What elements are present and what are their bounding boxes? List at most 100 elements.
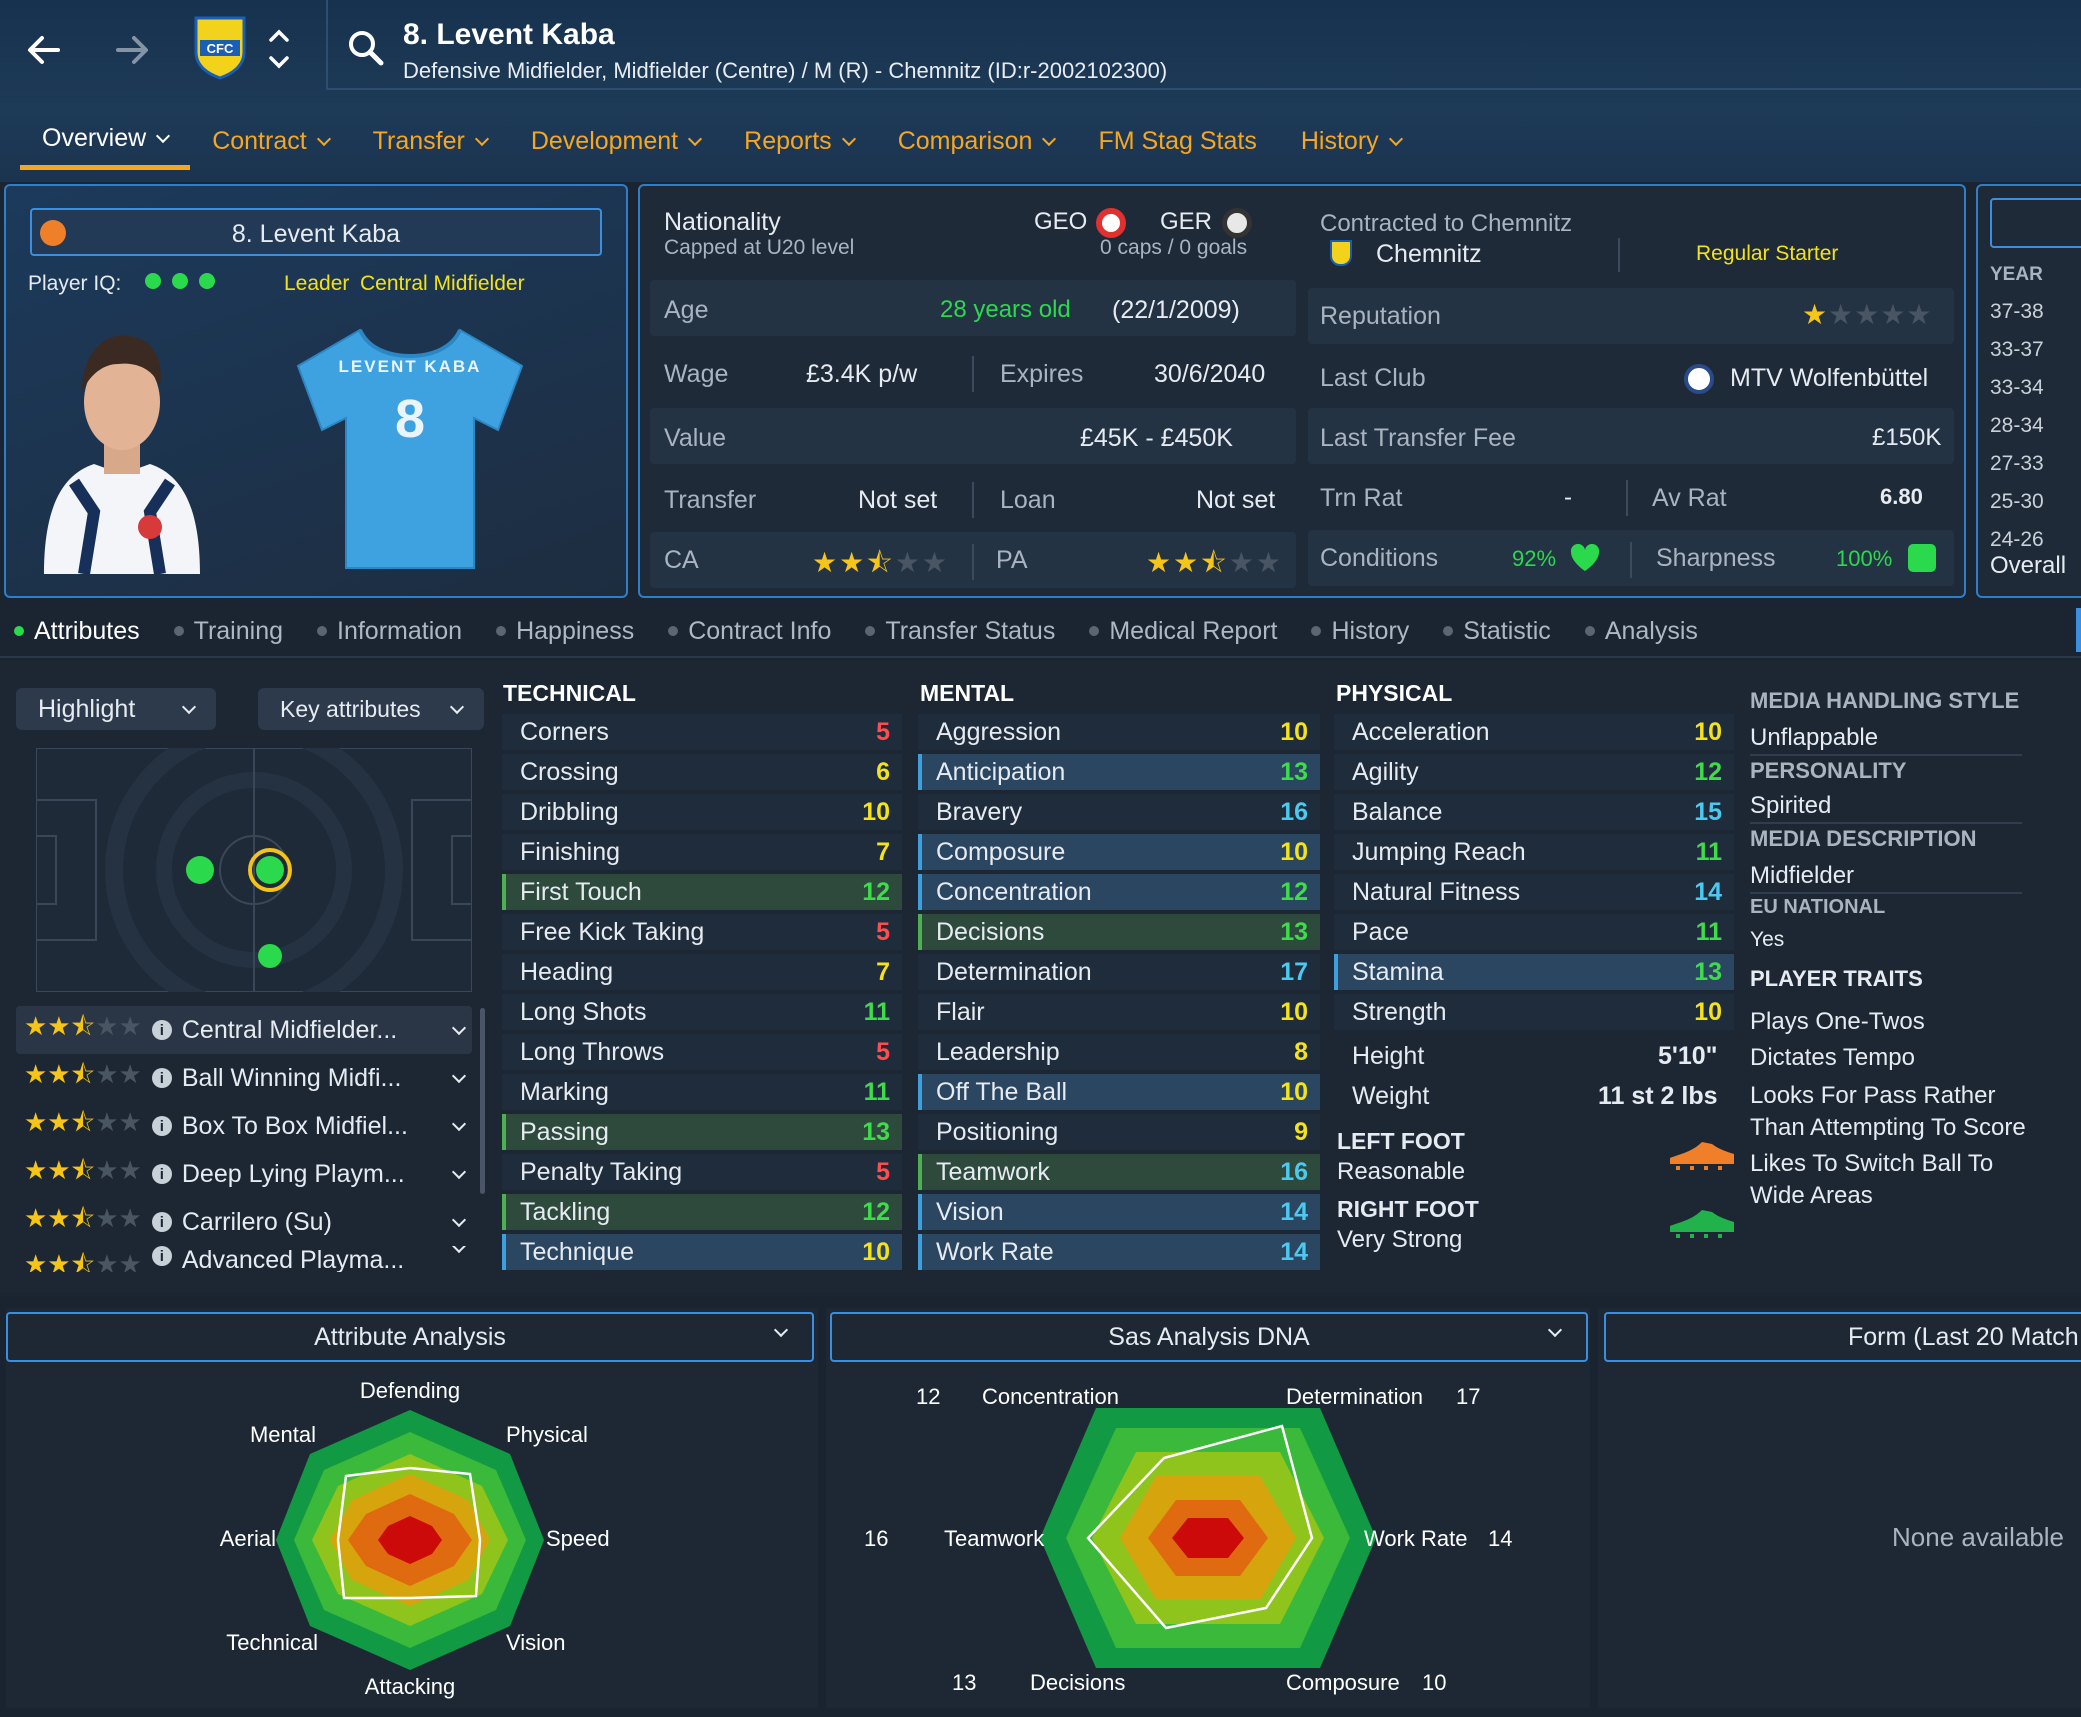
attribute-row[interactable]: Tackling 12 [502,1194,902,1230]
tab-overview[interactable]: Overview [20,112,191,170]
attribute-row[interactable]: Free Kick Taking 5 [502,914,902,950]
club-badge[interactable]: CFC [192,14,248,80]
attribute-row[interactable]: Acceleration 10 [1334,714,1734,750]
radar-label-physical: Physical [506,1422,588,1447]
attribute-row[interactable]: Off The Ball 10 [918,1074,1320,1110]
attribute-row[interactable]: Agility 12 [1334,754,1734,790]
attribute-row[interactable]: Vision 14 [918,1194,1320,1230]
history-side-dropdown[interactable] [1990,198,2081,248]
role-row-box-to-box[interactable]: ★★⯪★★ i Box To Box Midfiel... [16,1102,472,1150]
left-foot-label: LEFT FOOT [1337,1128,1465,1154]
chevron-down-icon [451,1020,467,1035]
subtab-history[interactable]: History [1311,614,1409,648]
subtab-happiness[interactable]: Happiness [496,614,634,648]
nav-tabs: Overview Contract Transfer Development R… [20,112,1423,174]
forward-button[interactable] [110,28,160,72]
pa-label: PA [996,546,1028,574]
weight-label: Weight [1352,1082,1430,1110]
attribute-row[interactable]: Penalty Taking 5 [502,1154,902,1190]
attribute-row[interactable]: Strength 10 [1334,994,1734,1030]
attribute-row[interactable]: Teamwork 16 [918,1154,1320,1190]
attribute-row[interactable]: Marking 11 [502,1074,902,1110]
role-row-advanced-playmaker[interactable]: ★★⯪★★ i Advanced Playma... [16,1246,472,1272]
tab-development[interactable]: Development [509,112,722,170]
attribute-row[interactable]: Corners 5 [502,714,902,750]
subtab-medical-report[interactable]: Medical Report [1089,614,1277,648]
attribute-row[interactable]: Flair 10 [918,994,1320,1030]
subtab-analysis[interactable]: Analysis [1584,614,1698,648]
media-desc-label: MEDIA DESCRIPTION [1750,826,1977,851]
attribute-row[interactable]: Concentration 12 [918,874,1320,910]
loan-value: Not set [1196,486,1276,514]
transfer-label: Transfer [664,486,757,514]
subtab-attributes[interactable]: Attributes [14,614,140,648]
attribute-row[interactable]: Crossing 6 [502,754,902,790]
age-row [650,280,1296,336]
role-row-carrilero[interactable]: ★★⯪★★ i Carrilero (Su) [16,1198,472,1246]
role-list-scrollbar[interactable] [480,1008,485,1194]
player-name-box[interactable] [30,208,602,256]
attribute-row[interactable]: Anticipation 13 [918,754,1320,790]
attribute-row[interactable]: Decisions 13 [918,914,1320,950]
attribute-row[interactable]: Balance 15 [1334,794,1734,830]
ca-stars: ★★⯪★★ [812,547,949,578]
tab-transfer[interactable]: Transfer [351,112,509,170]
tab-history[interactable]: History [1279,112,1423,170]
attribute-row[interactable]: Technique 10 [502,1234,902,1270]
attribute-value: 5 [876,1037,890,1066]
dna-concentration-value: 12 [916,1384,940,1409]
dna-determination-label: Determination [1286,1384,1423,1409]
attribute-row[interactable]: Aggression 10 [918,714,1320,750]
attribute-name: Bravery [936,797,1023,826]
subtab-transfer-status[interactable]: Transfer Status [865,614,1055,648]
sas-dna-dropdown[interactable]: Sas Analysis DNA [830,1312,1588,1362]
subtab-information[interactable]: Information [317,614,462,648]
attribute-row[interactable]: Work Rate 14 [918,1234,1320,1270]
attribute-row[interactable]: Stamina 13 [1334,954,1734,990]
attribute-row[interactable]: Heading 7 [502,954,902,990]
attribute-row[interactable]: Bravery 16 [918,794,1320,830]
attribute-value: 11 [863,1077,890,1106]
attribute-row[interactable]: Dribbling 10 [502,794,902,830]
highlight-dropdown[interactable]: Highlight [16,688,216,730]
role-row-deep-lying[interactable]: ★★⯪★★ i Deep Lying Playm... [16,1150,472,1198]
chevron-down-icon [156,128,171,144]
attribute-value: 14 [1280,1237,1308,1266]
attribute-row[interactable]: Long Throws 5 [502,1034,902,1070]
tab-fm-stag-stats[interactable]: FM Stag Stats [1098,126,1257,155]
forward-arrow-icon [116,36,148,64]
attribute-row[interactable]: First Touch 12 [502,874,902,910]
key-attributes-dropdown[interactable]: Key attributes [258,688,484,730]
subtab-training[interactable]: Training [173,614,283,648]
tab-comparison[interactable]: Comparison [876,112,1077,170]
attribute-row[interactable]: Composure 10 [918,834,1320,870]
history-year-3: 33-34 [1990,376,2044,399]
subtab-contract-info[interactable]: Contract Info [668,614,831,648]
role-row-central-midfielder[interactable]: ★★⯪★★ i Central Midfielder... [16,1006,472,1054]
right-edge-scrollbar[interactable] [2076,608,2081,652]
back-button[interactable] [22,28,72,72]
chevron-down-icon [474,131,489,146]
form-dropdown[interactable]: Form (Last 20 Match [1604,1312,2081,1362]
attribute-row[interactable]: Leadership 8 [918,1034,1320,1070]
attribute-row[interactable]: Determination 17 [918,954,1320,990]
attr-analysis-dropdown[interactable]: Attribute Analysis [6,1312,814,1362]
tab-reports[interactable]: Reports [722,112,876,170]
tab-contract[interactable]: Contract [190,112,350,170]
info-icon: i [151,1164,172,1184]
role-stars: ★★⯪★★ [24,1107,142,1137]
attribute-row[interactable]: Pace 11 [1334,914,1734,950]
attribute-row[interactable]: Finishing 7 [502,834,902,870]
left-foot-value: Reasonable [1337,1158,1466,1185]
attribute-name: Flair [936,997,985,1026]
attribute-row[interactable]: Positioning 9 [918,1114,1320,1150]
subtab-statistic[interactable]: Statistic [1443,614,1551,648]
club-switcher[interactable] [266,26,292,72]
attribute-row[interactable]: Natural Fitness 14 [1334,874,1734,910]
search-button[interactable] [344,26,388,70]
nationality-ger: GER [1160,208,1213,235]
attribute-row[interactable]: Jumping Reach 11 [1334,834,1734,870]
role-row-ball-winning[interactable]: ★★⯪★★ i Ball Winning Midfi... [16,1054,472,1102]
attribute-row[interactable]: Passing 13 [502,1114,902,1150]
attribute-row[interactable]: Long Shots 11 [502,994,902,1030]
